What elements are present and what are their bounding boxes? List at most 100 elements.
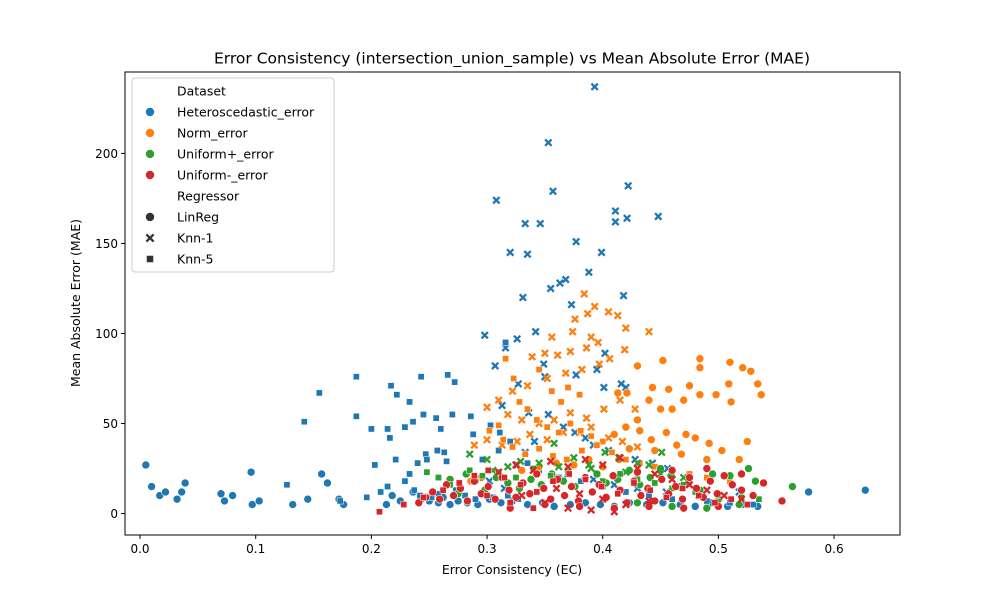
data-point bbox=[587, 423, 596, 432]
data-point bbox=[371, 461, 379, 469]
legend: Dataset Heteroscedastic_error Norm_error Un… bbox=[131, 77, 335, 273]
data-point bbox=[587, 333, 596, 342]
y-axis-label: Mean Absolute Error (MAE) bbox=[68, 219, 83, 387]
data-point bbox=[611, 207, 620, 216]
data-point bbox=[540, 498, 549, 507]
data-point bbox=[499, 436, 507, 444]
data-point bbox=[604, 433, 613, 442]
legend-entry-label: Uniform+_error bbox=[177, 147, 275, 162]
data-point bbox=[644, 460, 654, 469]
data-point bbox=[420, 411, 427, 418]
y-tick-label: 0 bbox=[110, 507, 118, 521]
data-point bbox=[588, 487, 597, 497]
data-point bbox=[483, 455, 492, 464]
data-point bbox=[376, 508, 383, 516]
data-point bbox=[565, 470, 573, 478]
data-point bbox=[336, 497, 344, 505]
data-point bbox=[608, 471, 618, 481]
legend-entry-label: Knn-5 bbox=[177, 252, 214, 267]
x-tick-label: 0.1 bbox=[246, 542, 265, 556]
data-point bbox=[463, 496, 472, 506]
data-point bbox=[517, 481, 524, 489]
data-point bbox=[582, 414, 591, 423]
data-point bbox=[690, 433, 700, 443]
data-point bbox=[563, 456, 571, 463]
data-point bbox=[635, 426, 645, 436]
data-point bbox=[749, 501, 757, 508]
data-point bbox=[667, 502, 677, 511]
data-point bbox=[575, 502, 584, 511]
data-point bbox=[611, 217, 620, 226]
data-point bbox=[517, 415, 526, 424]
data-point bbox=[528, 352, 537, 361]
data-point bbox=[557, 398, 565, 406]
data-point bbox=[420, 493, 427, 501]
data-point bbox=[440, 448, 448, 456]
x-tick-label: 0.4 bbox=[593, 542, 612, 556]
data-point bbox=[577, 427, 585, 435]
data-point bbox=[483, 435, 492, 444]
data-point bbox=[401, 477, 409, 485]
data-point bbox=[705, 476, 715, 486]
data-point bbox=[517, 466, 527, 475]
data-point bbox=[599, 405, 608, 414]
data-point bbox=[494, 396, 503, 405]
data-point bbox=[737, 469, 746, 479]
data-point bbox=[695, 492, 703, 499]
data-point bbox=[512, 474, 520, 481]
data-point bbox=[543, 423, 551, 431]
data-point bbox=[598, 460, 607, 469]
data-point bbox=[317, 469, 326, 479]
data-point bbox=[423, 456, 431, 463]
data-point bbox=[516, 398, 523, 406]
data-point bbox=[727, 480, 737, 490]
data-point bbox=[377, 488, 385, 496]
data-point bbox=[368, 425, 375, 433]
data-point bbox=[592, 365, 601, 374]
data-point bbox=[540, 500, 550, 509]
data-point bbox=[387, 491, 397, 500]
data-point bbox=[702, 464, 712, 473]
data-point bbox=[535, 366, 543, 373]
data-point bbox=[625, 444, 634, 454]
data-point bbox=[644, 395, 654, 405]
x-axis-ticks: 0.0 0.1 0.2 0.3 0.4 0.5 0.6 bbox=[130, 535, 844, 556]
data-point bbox=[352, 412, 360, 420]
data-point bbox=[400, 501, 408, 508]
data-point bbox=[569, 453, 578, 462]
data-point bbox=[414, 498, 424, 508]
data-point bbox=[543, 374, 552, 383]
data-point bbox=[759, 478, 768, 488]
data-point bbox=[508, 387, 517, 396]
data-point bbox=[608, 448, 616, 456]
data-point bbox=[484, 466, 492, 474]
data-point bbox=[613, 311, 622, 320]
data-point bbox=[566, 420, 574, 427]
data-point bbox=[622, 388, 632, 398]
data-point bbox=[711, 499, 719, 507]
data-point bbox=[480, 331, 489, 340]
data-point bbox=[549, 477, 557, 485]
data-point bbox=[172, 494, 182, 504]
data-point bbox=[581, 433, 590, 442]
data-point bbox=[598, 462, 608, 472]
data-point bbox=[570, 315, 579, 324]
data-point bbox=[161, 487, 170, 497]
data-point bbox=[648, 383, 657, 392]
data-point bbox=[180, 478, 190, 488]
data-point bbox=[439, 486, 447, 494]
data-point bbox=[720, 491, 729, 500]
data-point bbox=[601, 448, 610, 457]
data-point bbox=[654, 212, 663, 221]
data-point bbox=[650, 446, 660, 455]
x-tick-label: 0.5 bbox=[709, 542, 728, 556]
data-point bbox=[568, 327, 577, 336]
data-point bbox=[657, 475, 667, 484]
data-point bbox=[685, 473, 694, 482]
data-point bbox=[423, 468, 431, 476]
data-point bbox=[442, 480, 451, 490]
data-point bbox=[593, 441, 601, 449]
data-point bbox=[756, 390, 766, 400]
